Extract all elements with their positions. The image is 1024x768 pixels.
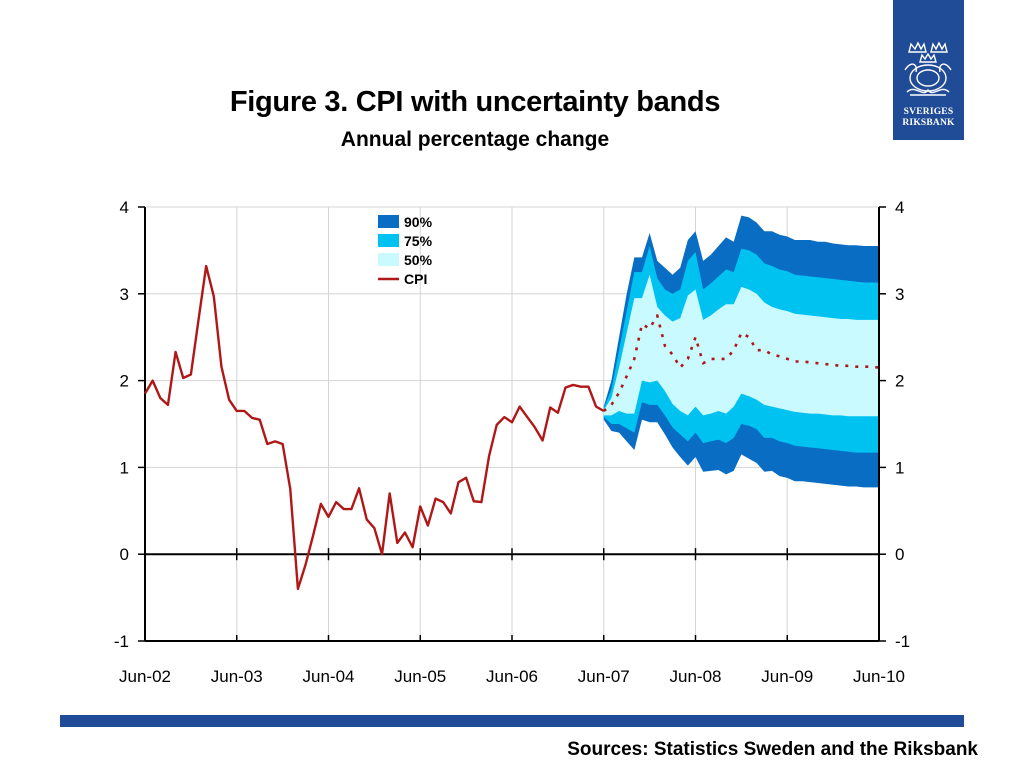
x-tick-label: Jun-02 bbox=[119, 667, 171, 686]
chart-axes: -1 -1 0 0 1 1 2 2 3 3 4 4 Jun-02 Jun-03 Jun-04 Jun-05 Ju… bbox=[114, 198, 910, 686]
legend-label: 90% bbox=[404, 214, 433, 230]
band-50pct bbox=[603, 274, 879, 417]
x-tick-label: Jun-06 bbox=[486, 667, 538, 686]
legend-label: 75% bbox=[404, 233, 433, 249]
y-tick-label-left: -1 bbox=[114, 632, 129, 651]
y-tick-label-right: 3 bbox=[895, 285, 904, 304]
y-tick-label-right: 1 bbox=[895, 458, 904, 477]
x-tick-label: Jun-05 bbox=[394, 667, 446, 686]
y-tick-label-right: 2 bbox=[895, 372, 904, 391]
x-tick-label: Jun-10 bbox=[853, 667, 905, 686]
y-tick-label-left: 4 bbox=[120, 198, 129, 217]
cpi-chart: -1 -1 0 0 1 1 2 2 3 3 4 4 Jun-02 Jun-03 Jun-04 Jun-05 Ju… bbox=[114, 198, 910, 686]
y-tick-label-left: 1 bbox=[120, 458, 129, 477]
cpi-outcome-line bbox=[143, 264, 605, 591]
uncertainty-bands bbox=[603, 215, 879, 488]
riksbank-crown-emblem bbox=[904, 41, 952, 96]
x-tick-label: Jun-07 bbox=[578, 667, 630, 686]
legend-swatch bbox=[378, 215, 399, 228]
y-tick-label-right: -1 bbox=[895, 632, 910, 651]
y-tick-label-right: 0 bbox=[895, 545, 904, 564]
chart-legend: 90% 75% 50% CPI bbox=[378, 214, 433, 287]
source-note: Sources: Statistics Sweden and the Riksb… bbox=[567, 739, 978, 760]
chart-lines bbox=[143, 264, 880, 591]
riksbank-logo: SVERIGES RIKSBANK bbox=[893, 0, 964, 140]
logo-text-line2: RIKSBANK bbox=[902, 118, 955, 128]
logo-text-line1: SVERIGES bbox=[903, 107, 954, 117]
y-tick-label-left: 2 bbox=[120, 372, 129, 391]
legend-label: 50% bbox=[404, 252, 433, 268]
y-tick-label-right: 4 bbox=[895, 198, 904, 217]
legend-label: CPI bbox=[404, 271, 427, 287]
x-tick-label: Jun-04 bbox=[303, 667, 355, 686]
x-tick-label: Jun-08 bbox=[670, 667, 722, 686]
legend-swatch bbox=[378, 253, 399, 266]
x-tick-label: Jun-03 bbox=[211, 667, 263, 686]
legend-swatch bbox=[378, 234, 399, 247]
footer-bar bbox=[60, 715, 964, 727]
y-tick-label-left: 0 bbox=[120, 545, 129, 564]
chart-subtitle: Annual percentage change bbox=[340, 128, 610, 151]
chart-title: Figure 3. CPI with uncertainty bands bbox=[229, 86, 721, 118]
y-tick-label-left: 3 bbox=[120, 285, 129, 304]
x-tick-label: Jun-09 bbox=[761, 667, 813, 686]
